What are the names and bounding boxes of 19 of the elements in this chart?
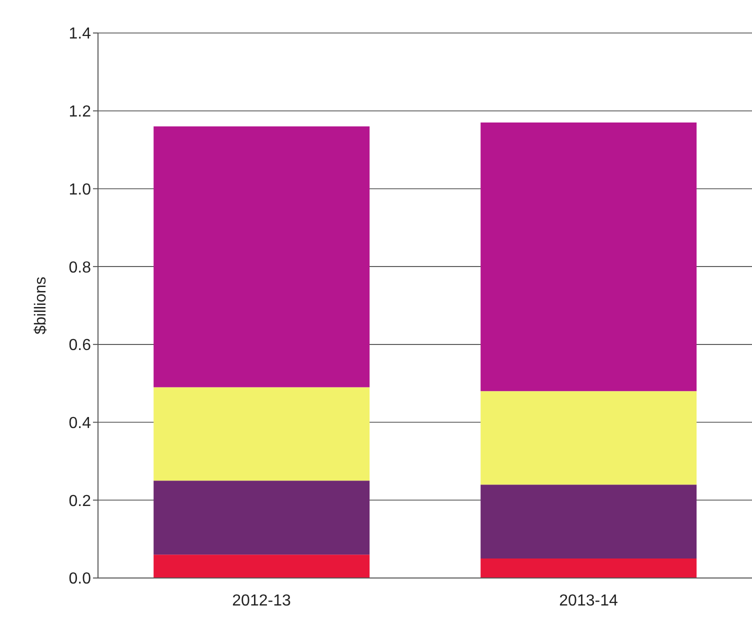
- y-tick-label: 1.4: [68, 26, 92, 43]
- bar: [480, 558, 697, 578]
- y-tick-label: 0.6: [68, 337, 92, 354]
- y-tick-label: 0.0: [68, 570, 92, 588]
- bar: [480, 484, 697, 559]
- y-tick-label: 0.4: [68, 414, 92, 432]
- bar: [480, 122, 697, 392]
- x-tick-label: 2012-13: [232, 592, 291, 610]
- bar: [154, 554, 370, 578]
- y-tick-label: 0.8: [68, 259, 92, 276]
- bar: [154, 480, 370, 555]
- y-tick-label: 0.2: [68, 492, 92, 510]
- y-axis-title: $billions: [32, 276, 50, 334]
- bar: [154, 126, 370, 388]
- bar: [480, 391, 697, 485]
- y-tick-label: 1.0: [68, 181, 92, 198]
- bar: [154, 387, 370, 481]
- y-tick-label: 1.2: [68, 104, 92, 121]
- x-tick-label: 2013-14: [559, 592, 618, 610]
